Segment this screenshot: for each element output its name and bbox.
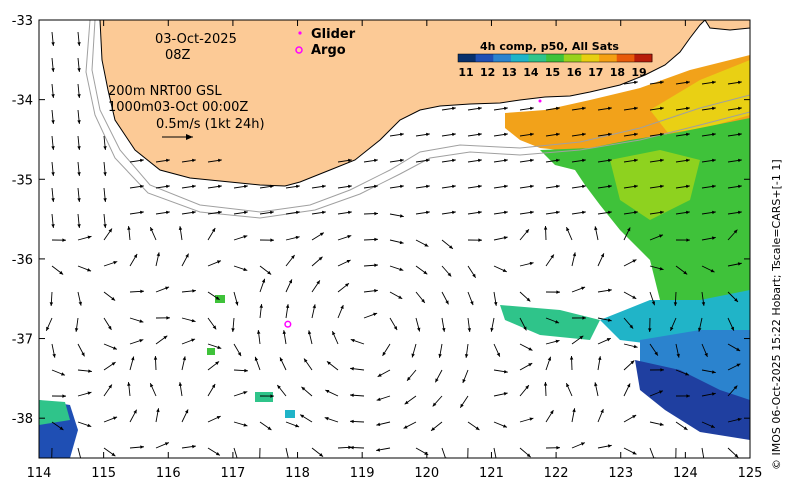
x-tick-label: 114	[27, 466, 52, 481]
x-tick-label: 124	[673, 466, 698, 481]
colorbar-tick-label: 19	[631, 66, 646, 79]
current-arrow-head	[702, 458, 705, 462]
colorbar-swatch	[511, 54, 529, 62]
x-tick-label: 118	[285, 466, 310, 481]
colorbar-swatch	[564, 54, 582, 62]
glider-marker	[539, 100, 542, 103]
colorbar-tick-label: 14	[523, 66, 539, 79]
colorbar-swatch	[617, 54, 635, 62]
glider-marker-icon	[298, 31, 301, 34]
x-tick-label: 122	[544, 466, 569, 481]
sst-speck-2	[207, 348, 215, 355]
y-tick-label: -35	[12, 173, 33, 188]
x-tick-label: 120	[414, 466, 439, 481]
colorbar-tick-label: 18	[610, 66, 625, 79]
x-tick-label: 121	[479, 466, 504, 481]
colorbar-swatch	[634, 54, 652, 62]
current-arrow-head	[50, 458, 53, 462]
depth-line-1: 200m NRT00 GSL	[108, 84, 222, 99]
colorbar-tick-label: 12	[480, 66, 495, 79]
hour-label: 08Z	[165, 48, 191, 63]
x-tick-label: 116	[156, 466, 181, 481]
sst-speck-3	[255, 392, 273, 402]
x-tick-label: 123	[608, 466, 633, 481]
colorbar-swatch	[581, 54, 599, 62]
current-arrow-head	[258, 458, 261, 462]
colorbar-tick-label: 15	[545, 66, 560, 79]
colorbar-swatch	[476, 54, 494, 62]
y-tick-label: -38	[12, 412, 33, 427]
scale-arrow-label: 0.5m/s (1kt 24h)	[156, 117, 265, 132]
x-tick-label: 115	[91, 466, 116, 481]
argo-label: Argo	[311, 43, 346, 58]
australia-landmass-east	[705, 20, 750, 30]
colorbar-title: 4h comp, p50, All Sats	[480, 40, 619, 53]
colorbar-swatch	[546, 54, 564, 62]
colorbar-swatch	[529, 54, 547, 62]
depth-line-2: 1000m03-Oct 00:00Z	[108, 100, 248, 115]
current-arrow-head	[466, 458, 469, 462]
x-tick-label: 125	[738, 466, 763, 481]
y-tick-label: -33	[12, 14, 33, 29]
sst-speck-4	[285, 410, 295, 418]
date-label: 03-Oct-2025	[155, 32, 237, 47]
copyright-credit: © IMOS 06-Oct-2025 15:22 Hobart; Tscale=…	[770, 10, 786, 470]
colorbar-swatch	[599, 54, 617, 62]
x-tick-label: 119	[350, 466, 375, 481]
y-tick-label: -34	[12, 94, 33, 109]
glider-label: Glider	[311, 27, 356, 42]
colorbar-tick-label: 16	[566, 66, 582, 79]
colorbar-swatch	[458, 54, 476, 62]
colorbar-swatch	[493, 54, 511, 62]
current-arrow-head	[674, 458, 677, 462]
x-tick-label: 117	[220, 466, 245, 481]
colorbar-tick-label: 17	[588, 66, 603, 79]
colorbar-tick-label: 13	[502, 66, 517, 79]
colorbar-tick-label: 11	[458, 66, 473, 79]
y-tick-label: -36	[12, 253, 33, 268]
y-tick-label: -37	[12, 333, 33, 348]
